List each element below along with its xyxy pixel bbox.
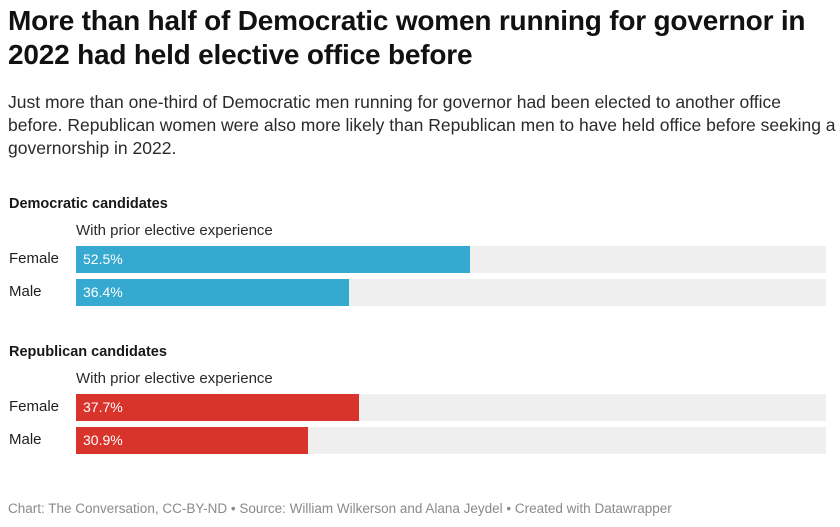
bar-row-democratic-female: Female 52.5% [0, 246, 840, 273]
panel-title-republican: Republican candidates [9, 344, 167, 360]
row-label: Male [9, 431, 42, 448]
row-label: Male [9, 283, 42, 300]
bar-track: 37.7% [76, 394, 826, 421]
bar-track: 36.4% [76, 279, 826, 306]
bar-republican-female [76, 394, 359, 421]
bar-democratic-female [76, 246, 470, 273]
chart-subtitle: Just more than one-third of Democratic m… [8, 92, 836, 158]
panel-title-democratic: Democratic candidates [9, 196, 168, 212]
bar-value-label: 30.9% [83, 432, 123, 448]
bar-track: 52.5% [76, 246, 826, 273]
chart-title: More than half of Democratic women runni… [8, 5, 806, 70]
row-label: Female [9, 250, 60, 267]
column-header-democratic: With prior elective experience [76, 222, 273, 239]
bar-value-label: 37.7% [83, 399, 123, 415]
bar-row-republican-female: Female 37.7% [0, 394, 840, 421]
bar-row-republican-male: Male 30.9% [0, 427, 840, 454]
bar-track: 30.9% [76, 427, 826, 454]
bar-democratic-male [76, 279, 349, 306]
column-header-republican: With prior elective experience [76, 370, 273, 387]
bar-value-label: 36.4% [83, 284, 123, 300]
row-label: Female [9, 398, 60, 415]
bar-row-democratic-male: Male 36.4% [0, 279, 840, 306]
bar-republican-male [76, 427, 308, 454]
chart-footer-credits: Chart: The Conversation, CC-BY-ND • Sour… [8, 501, 672, 516]
bar-value-label: 52.5% [83, 251, 123, 267]
